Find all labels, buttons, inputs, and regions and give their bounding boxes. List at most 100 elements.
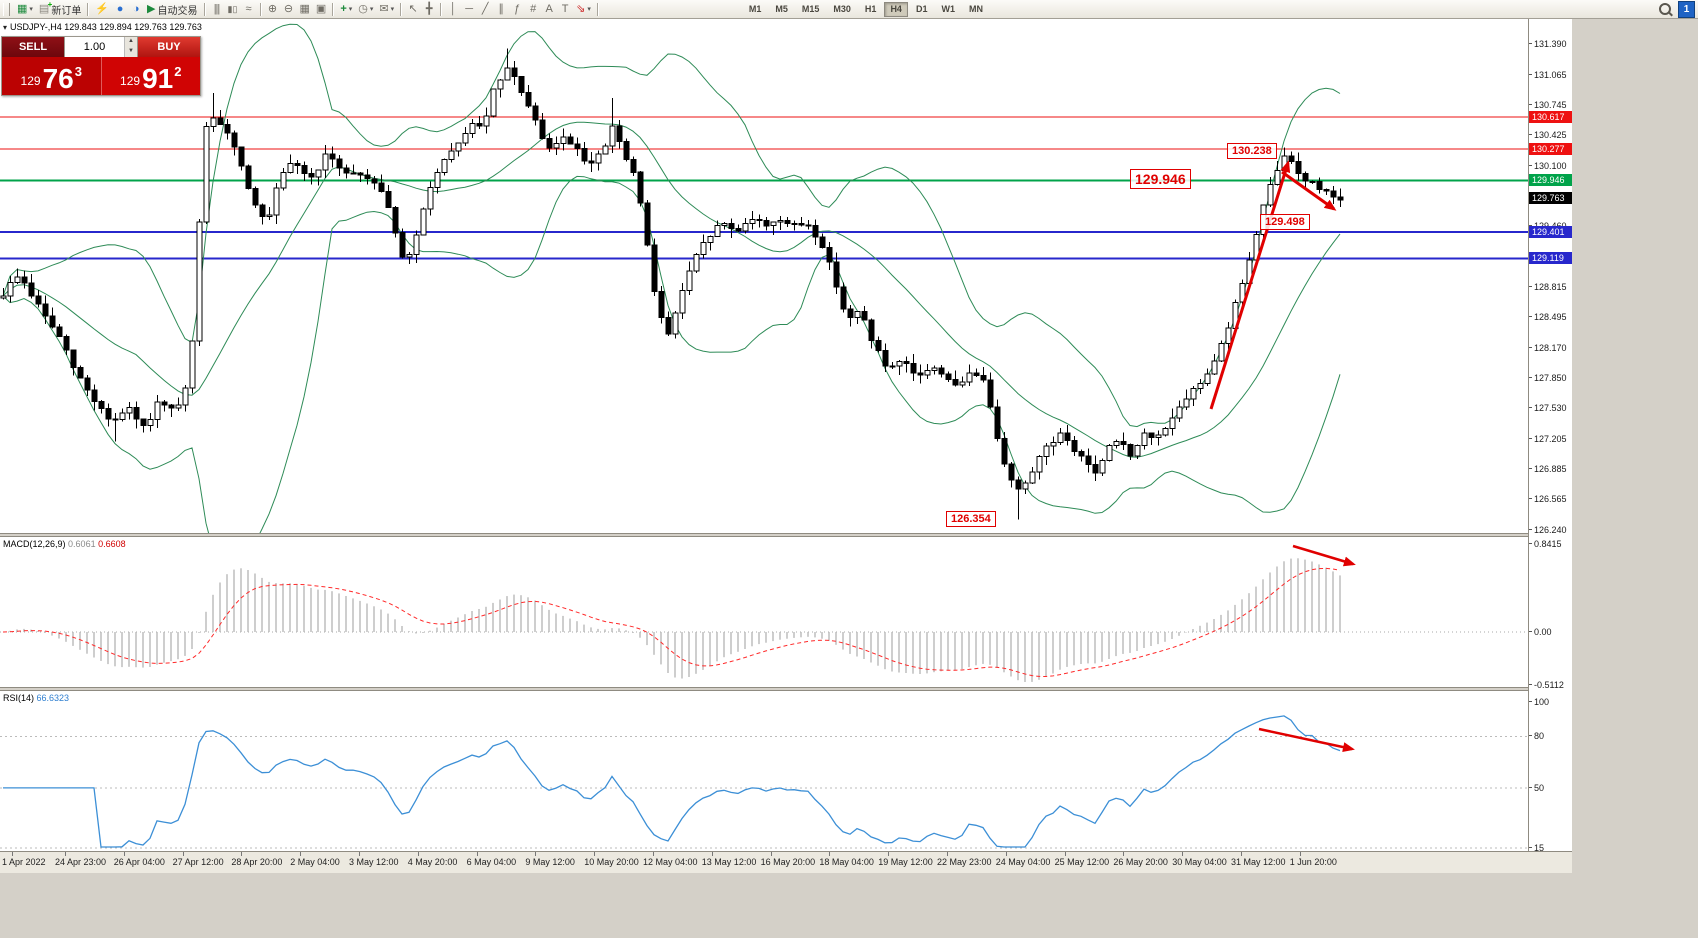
indicators-button[interactable]: + ▾ — [337, 1, 355, 17]
macd-scale-label: -0.5112 — [1529, 680, 1564, 691]
sell-price-pip: 3 — [74, 64, 82, 79]
periods-button[interactable]: ◷ ▾ — [355, 1, 376, 17]
timeframe-button-m15[interactable]: M15 — [796, 2, 826, 17]
time-axis-label: 16 May 20:00 — [760, 852, 816, 867]
window-count-badge[interactable]: 1 — [1678, 0, 1695, 18]
volume-spinner: ▲ ▼ — [124, 37, 137, 57]
price-tick-label: 128.495 — [1529, 312, 1567, 323]
rsi-scale-label: 15 — [1528, 842, 1545, 853]
bar-chart-button[interactable]: ||| — [209, 1, 225, 17]
macd-panel-chart[interactable] — [0, 537, 1528, 687]
timeframe-button-h4[interactable]: H4 — [884, 1, 908, 17]
price-annotation[interactable]: 130.238 — [1227, 143, 1277, 159]
timeframe-button-h1[interactable]: H1 — [859, 2, 883, 17]
time-axis-label: 2 May 04:00 — [290, 852, 340, 867]
time-axis-label: 30 May 04:00 — [1172, 852, 1227, 867]
new-order-button[interactable]: ▤新订单 — [36, 1, 84, 17]
price-tick-label: 130.425 — [1529, 130, 1567, 141]
level-price-label: 129.946 — [1529, 174, 1572, 187]
cursor-icon: ↖ — [408, 2, 418, 15]
panel-splitter[interactable] — [0, 533, 1572, 537]
price-annotation[interactable]: 129.946 — [1130, 169, 1191, 189]
time-axis-label: 1 Apr 2022 — [2, 852, 46, 867]
channel-button[interactable]: ∥ — [493, 1, 509, 17]
price-tick-label: 126.885 — [1529, 464, 1567, 475]
time-axis-label: 24 May 04:00 — [995, 852, 1051, 867]
trendline-button[interactable]: ╱ — [477, 1, 493, 17]
text-label-button[interactable]: T — [557, 1, 573, 17]
community-button[interactable]: ● — [112, 1, 128, 17]
bar-chart-icon: ||| — [213, 2, 221, 15]
buy-price-display[interactable]: 129 91 2 — [100, 57, 200, 95]
time-axis-label: 26 May 20:00 — [1113, 852, 1168, 867]
toolbar-grip[interactable] — [3, 2, 10, 16]
buy-button[interactable]: BUY — [138, 37, 200, 57]
templates-button[interactable]: ✉ ▾ — [376, 1, 397, 17]
chart-menu-icon[interactable]: ▾ — [3, 23, 8, 32]
price-tick-label: 127.530 — [1529, 403, 1567, 414]
price-annotation[interactable]: 126.354 — [946, 511, 996, 527]
tile-windows-button[interactable]: ▦ — [297, 1, 313, 17]
panel-splitter[interactable] — [0, 687, 1572, 691]
line-chart-button[interactable]: ≈ — [241, 1, 257, 17]
time-axis-label: 3 May 12:00 — [349, 852, 399, 867]
sell-button[interactable]: SELL — [2, 37, 64, 57]
timeframe-button-m5[interactable]: M5 — [769, 2, 794, 17]
level-price-label: 129.119 — [1529, 252, 1572, 265]
macd-main-value: 0.6061 — [68, 539, 96, 549]
arrows-button[interactable]: ⇘ ▾ — [573, 1, 594, 17]
text-icon: A — [545, 2, 553, 15]
add-indicator-icon: + — [340, 2, 347, 15]
price-tick-label: 131.065 — [1529, 69, 1567, 80]
zoom-out-icon: ⊖ — [283, 2, 294, 15]
lightning-icon: ⚡ — [95, 2, 110, 15]
ohlc-values: 129.843 129.894 129.763 129.763 — [64, 22, 202, 32]
timeframe-button-d1[interactable]: D1 — [910, 2, 934, 17]
timeframe-button-mn[interactable]: MN — [963, 2, 989, 17]
timeframe-button-m1[interactable]: M1 — [743, 2, 768, 17]
autotrade-button[interactable]: ▶ 自动交易 — [144, 1, 200, 17]
price-scale[interactable]: 131.390 131.065 130.745 130.425 130.100 129.7… — [1528, 19, 1572, 853]
price-chart[interactable] — [0, 19, 1528, 533]
metaeditor-button[interactable]: ⚡ — [92, 1, 112, 17]
rsi-label: RSI(14) 66.6323 — [3, 693, 69, 703]
sell-price-display[interactable]: 129 76 3 — [2, 57, 101, 95]
crosshair-button[interactable]: ╋ — [421, 1, 437, 17]
macd-name: MACD(12,26,9) — [3, 539, 66, 549]
text-button[interactable]: A — [541, 1, 557, 17]
chart-window: ▾ USDJPY-,H4 129.843 129.894 129.763 129.… — [0, 19, 1572, 873]
fibonacci-button[interactable]: ƒ — [509, 1, 525, 17]
vertical-line-button[interactable]: │ — [445, 1, 461, 17]
time-axis-label: 22 May 23:00 — [937, 852, 992, 867]
zoom-out-button[interactable]: ⊖ — [281, 1, 297, 17]
zoom-in-button[interactable]: ⊕ — [265, 1, 281, 17]
candle-chart-button[interactable]: ▮▯ — [225, 1, 241, 17]
macd-scale-label: 0.00 — [1529, 627, 1552, 637]
timeframe-button-w1[interactable]: W1 — [935, 2, 961, 17]
horizontal-line-button[interactable]: ─ — [461, 1, 477, 17]
volume-input[interactable] — [65, 37, 124, 57]
market-button[interactable]: ◑ — [128, 1, 144, 17]
new-chart-button[interactable]: ▦ ▾ — [14, 1, 36, 17]
cascade-windows-button[interactable]: ▣ — [313, 1, 329, 17]
price-annotation[interactable]: 129.498 — [1260, 214, 1310, 230]
volume-increase-button[interactable]: ▲ — [125, 37, 137, 47]
gann-grid-button[interactable]: # — [525, 1, 541, 17]
time-axis-label: 9 May 12:00 — [525, 852, 575, 867]
cursor-button[interactable]: ↖ — [405, 1, 421, 17]
time-axis[interactable]: 1 Apr 2022 24 Apr 23:00 26 Apr 04:00 27 Apr… — [0, 851, 1572, 873]
rsi-panel-chart[interactable] — [0, 691, 1528, 851]
search-button[interactable] — [1656, 1, 1674, 17]
rsi-name: RSI(14) — [3, 693, 35, 703]
time-axis-label: 1 Jun 20:00 — [1289, 852, 1337, 867]
price-tick-label: 126.240 — [1529, 525, 1567, 536]
current-price-label: 129.763 — [1529, 191, 1572, 204]
symbol-label: USDJPY-,H4 — [10, 22, 62, 32]
timeframe-button-m30[interactable]: M30 — [827, 2, 857, 17]
zoom-in-icon: ⊕ — [267, 2, 278, 15]
timeframe-group: M1 M5 M15 M30 H1 H4 D1 W1 MN — [742, 1, 990, 17]
volume-decrease-button[interactable]: ▼ — [125, 47, 137, 57]
one-click-trading-panel: SELL ▲ ▼ BUY 129 76 3 129 91 2 — [1, 36, 201, 96]
chevron-down-icon: ▾ — [390, 6, 395, 13]
